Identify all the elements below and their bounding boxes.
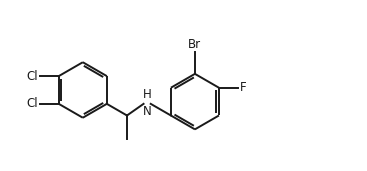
Text: H: H — [143, 88, 152, 101]
Text: Cl: Cl — [26, 97, 38, 110]
Text: Cl: Cl — [26, 70, 38, 83]
Text: N: N — [143, 105, 152, 118]
Text: F: F — [240, 81, 246, 94]
Text: Br: Br — [188, 38, 201, 51]
